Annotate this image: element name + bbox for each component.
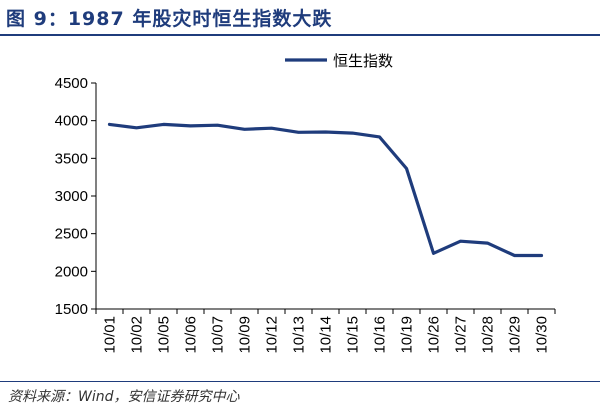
x-tick-label: 10/16 bbox=[372, 316, 389, 354]
series-layer bbox=[107, 122, 544, 258]
y-tick-label: 2000 bbox=[55, 263, 88, 280]
y-axis: 1500 2000 2500 3000 3500 4000 4500 bbox=[55, 75, 97, 318]
x-axis: 10/01 10/02 10/05 10/06 10/07 10/09 10/12 10/13… bbox=[95, 308, 556, 354]
title-divider bbox=[0, 34, 600, 36]
source-note: 资料来源：Wind，安信证券研究中心 bbox=[8, 389, 240, 405]
legend-label: 恒生指数 bbox=[333, 52, 393, 70]
y-tick-label: 3000 bbox=[55, 188, 88, 205]
x-tick-label: 10/30 bbox=[534, 316, 551, 354]
x-tick-label: 10/09 bbox=[237, 316, 254, 354]
x-tick-label: 10/28 bbox=[480, 316, 497, 354]
x-tick-label: 10/05 bbox=[156, 316, 173, 354]
x-tick-label: 10/13 bbox=[291, 316, 308, 354]
x-tick-label: 10/02 bbox=[129, 316, 146, 354]
x-tick-label: 10/14 bbox=[318, 316, 335, 354]
y-tick-label: 3500 bbox=[55, 150, 88, 167]
series-line bbox=[107, 122, 544, 258]
x-tick-label: 10/07 bbox=[210, 316, 227, 354]
x-tick-label: 10/06 bbox=[183, 316, 200, 354]
legend: 恒生指数 bbox=[285, 52, 393, 70]
source-divider bbox=[0, 381, 600, 382]
y-tick-label: 4000 bbox=[55, 113, 88, 130]
x-tick-label: 10/15 bbox=[345, 316, 362, 354]
y-tick-label: 1500 bbox=[55, 301, 88, 318]
y-tick-label: 2500 bbox=[55, 226, 88, 243]
x-tick-label: 10/01 bbox=[102, 316, 119, 354]
x-tick-label: 10/19 bbox=[399, 316, 416, 354]
x-tick-label: 10/29 bbox=[507, 316, 524, 354]
chart-title: 图 9：1987 年股灾时恒生指数大跌 bbox=[6, 8, 333, 30]
y-tick-label: 4500 bbox=[55, 75, 88, 92]
x-tick-label: 10/26 bbox=[426, 316, 443, 354]
x-tick-label: 10/27 bbox=[453, 316, 470, 354]
x-tick-label: 10/12 bbox=[264, 316, 281, 354]
